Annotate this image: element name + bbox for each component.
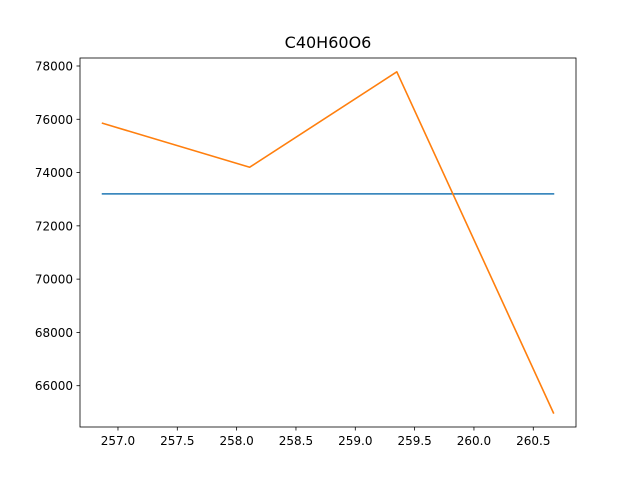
y-axis: 66000 68000 70000 72000 74000 76000 78000 xyxy=(35,59,80,393)
y-tick-label: 70000 xyxy=(35,273,73,287)
x-tick-label: 260.5 xyxy=(516,434,550,448)
y-tick-label: 66000 xyxy=(35,379,73,393)
x-tick-label: 258.0 xyxy=(219,434,253,448)
y-tick-label: 76000 xyxy=(35,113,73,127)
x-tick-label: 257.5 xyxy=(160,434,194,448)
y-tick-label: 68000 xyxy=(35,326,73,340)
x-tick-label: 258.5 xyxy=(279,434,313,448)
x-tick-label: 260.0 xyxy=(457,434,491,448)
series-layer xyxy=(101,71,555,414)
x-tick-label: 259.0 xyxy=(338,434,372,448)
y-tick-label: 78000 xyxy=(35,59,73,73)
y-tick-label: 74000 xyxy=(35,166,73,180)
chart-title: C40H60O6 xyxy=(285,33,372,52)
plot-frame xyxy=(79,57,577,428)
x-tick-label: 259.5 xyxy=(397,434,431,448)
y-tick-label: 72000 xyxy=(35,219,73,233)
x-axis: 257.0 257.5 258.0 258.5 259.0 259.5 260.0 260.5 xyxy=(101,427,550,448)
series-line-2 xyxy=(101,71,555,414)
x-tick-label: 257.0 xyxy=(101,434,135,448)
